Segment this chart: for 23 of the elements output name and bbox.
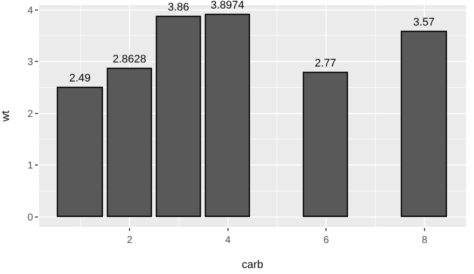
y-tick-label: 4 <box>27 5 34 16</box>
x-tick-label: 2 <box>126 235 133 246</box>
bar <box>106 68 152 217</box>
data-label: 3.86 <box>168 1 190 14</box>
bar <box>204 14 250 217</box>
y-tick-label: 1 <box>27 160 34 172</box>
x-tick-label: 4 <box>225 235 232 246</box>
x-tick-label: 8 <box>422 235 428 246</box>
y-tick-label: 2 <box>27 108 34 120</box>
x-axis-title: carb <box>242 259 264 272</box>
data-label: 3.8974 <box>210 0 244 12</box>
x-tick-label: 6 <box>323 235 330 246</box>
y-tick-label: 0 <box>27 212 34 224</box>
y-axis-title: wt <box>0 110 12 122</box>
data-label: 3.57 <box>413 16 435 28</box>
y-tick-label: 3 <box>27 57 34 68</box>
bar <box>56 86 103 217</box>
data-label: 2.8628 <box>112 53 146 66</box>
bar <box>400 30 447 217</box>
data-label: 2.77 <box>314 57 336 70</box>
data-label: 2.49 <box>69 72 91 84</box>
bar <box>156 16 201 217</box>
bar <box>302 72 348 217</box>
